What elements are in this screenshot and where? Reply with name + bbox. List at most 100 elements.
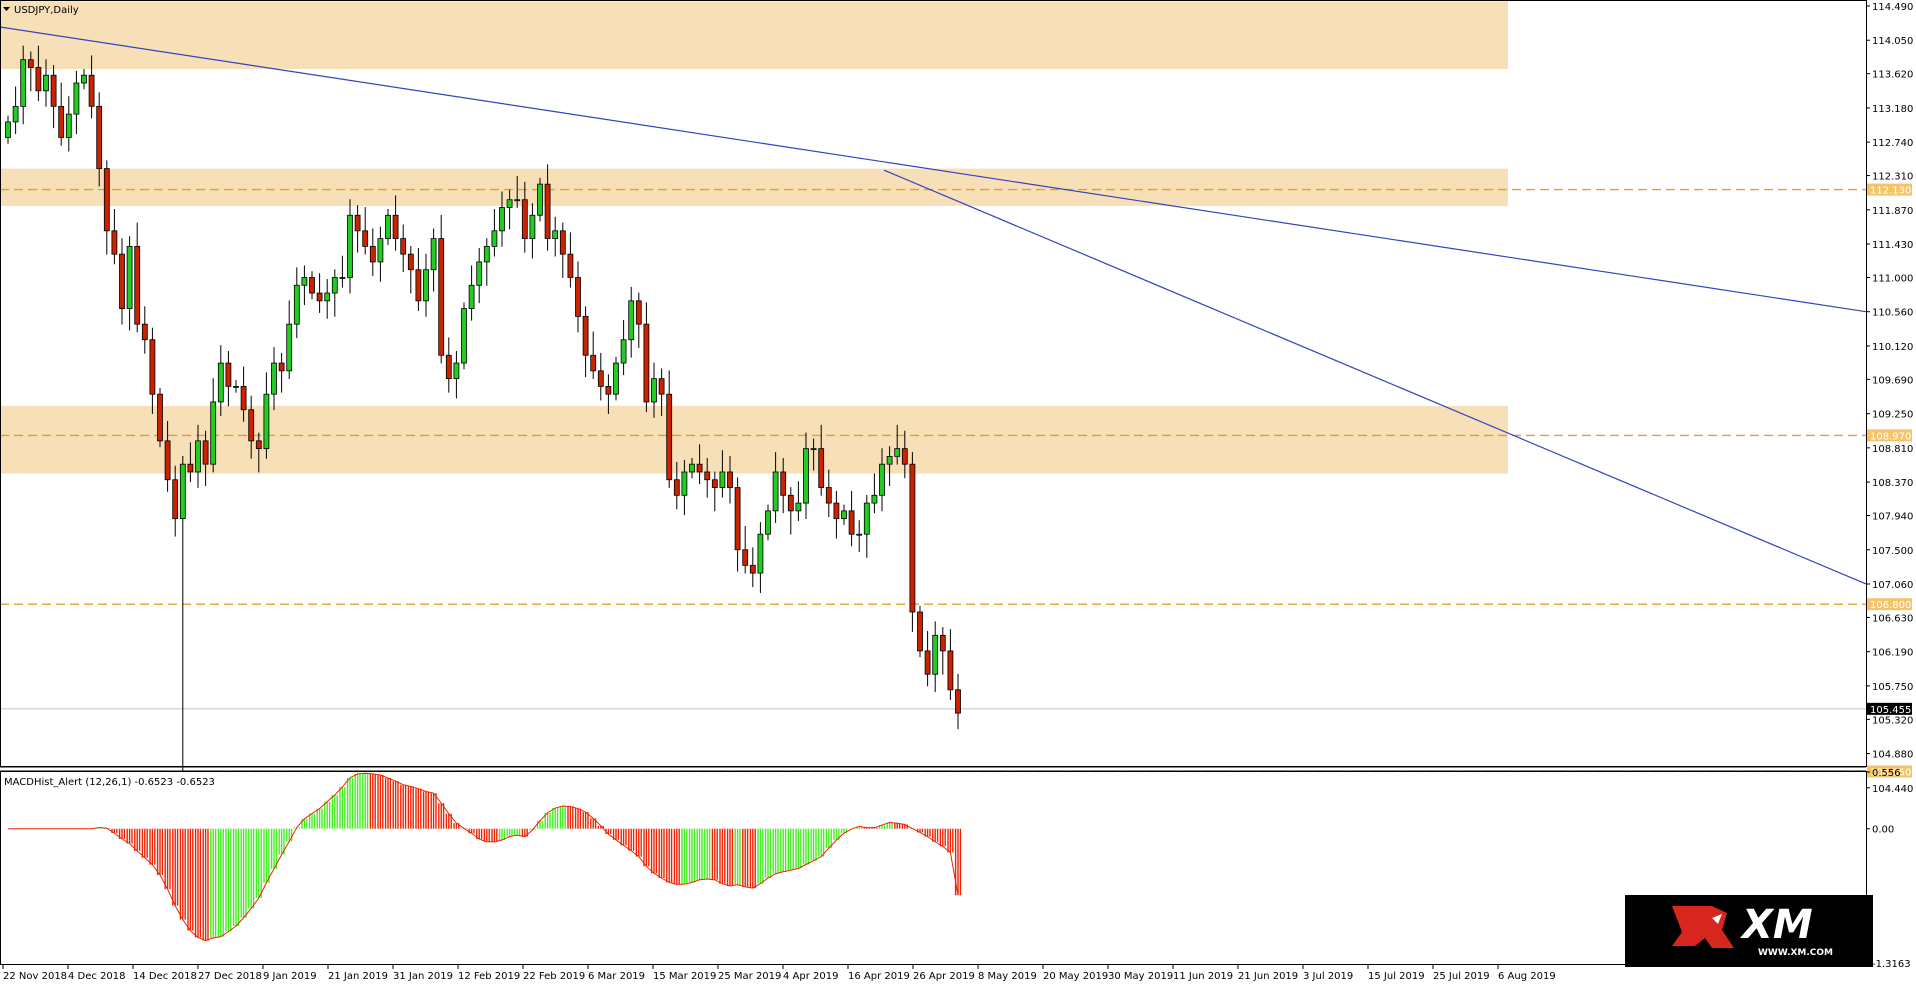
- candle: [407, 245, 414, 294]
- date-axis[interactable]: 22 Nov 2018 4 Dec 2018 14 Dec 2018 27 Dec 2…: [2, 964, 1556, 982]
- candle: [50, 65, 57, 129]
- candle: [331, 269, 338, 317]
- candle: [848, 491, 855, 547]
- macd-histogram: [8, 772, 962, 942]
- bull-candle-body: [894, 448, 901, 457]
- candle: [886, 446, 893, 486]
- bear-candle-body: [567, 253, 574, 278]
- candle: [354, 205, 361, 253]
- bear-candle-body: [445, 354, 452, 380]
- candle: [787, 487, 794, 535]
- candle: [255, 432, 262, 473]
- bull-candle-body: [628, 300, 635, 341]
- trendlines: [0, 26, 1867, 585]
- price-tick-label: 109.690: [1872, 375, 1913, 386]
- bear-candle-body: [240, 385, 247, 411]
- candle: [362, 207, 369, 255]
- bear-candle-body: [255, 440, 262, 450]
- date-tick-label: 25 Mar 2019: [718, 971, 781, 982]
- candle: [894, 424, 901, 465]
- bear-candle-body: [901, 448, 908, 465]
- candle: [179, 456, 186, 772]
- candle: [514, 175, 521, 208]
- bull-candle-body: [293, 284, 300, 325]
- candle: [217, 345, 224, 416]
- candle: [202, 430, 209, 486]
- bear-candle-body: [749, 564, 756, 574]
- candle: [803, 432, 809, 520]
- bull-candle-body: [514, 199, 521, 202]
- bear-candle-body: [635, 300, 642, 325]
- bull-candle-body: [126, 245, 133, 310]
- price-tick-label: 105.320: [1872, 715, 1913, 726]
- chart-title-text: USDJPY,Daily: [14, 5, 79, 16]
- price-tick-label: 111.430: [1872, 240, 1913, 251]
- candle: [12, 86, 19, 134]
- price-tick-label: 112.740: [1872, 138, 1913, 149]
- candle: [635, 292, 642, 348]
- price-tick-label: 107.940: [1872, 512, 1913, 523]
- bear-candle-body: [35, 67, 42, 92]
- bull-candle-body: [430, 238, 437, 271]
- bear-candle-body: [544, 183, 551, 239]
- candle: [818, 424, 825, 496]
- bull-candle-body: [537, 183, 543, 216]
- bear-candle-body: [521, 199, 528, 239]
- candle: [385, 209, 391, 245]
- bear-candle-body: [727, 471, 733, 488]
- level-badge-label: 104.650: [1870, 767, 1911, 778]
- price-axis[interactable]: 114.490 114.050 113.620 113.180 112.740 112.3…: [1866, 2, 1913, 795]
- bear-candle-body: [909, 463, 916, 613]
- bear-candle-body: [780, 471, 787, 496]
- date-tick-label: 4 Apr 2019: [783, 971, 838, 982]
- bull-candle-body: [43, 74, 49, 92]
- candle: [225, 351, 232, 407]
- candle: [833, 491, 840, 539]
- price-tick-label: 111.000: [1872, 273, 1913, 284]
- candle: [947, 629, 954, 700]
- candle: [240, 366, 247, 422]
- bear-candle-body: [164, 440, 171, 481]
- bear-candle-body: [88, 74, 95, 107]
- date-tick-label: 8 May 2019: [978, 971, 1037, 982]
- bear-candle-body: [58, 105, 65, 138]
- candle: [88, 55, 95, 119]
- candle: [879, 448, 885, 512]
- price-tick-label: 106.630: [1872, 613, 1913, 624]
- bear-candle-body: [316, 292, 323, 302]
- date-tick-label: 16 Apr 2019: [848, 971, 910, 982]
- candle: [339, 255, 346, 288]
- candle: [27, 51, 34, 92]
- candle: [628, 286, 635, 358]
- date-tick-label: 6 Mar 2019: [588, 971, 645, 982]
- bear-candle-body: [742, 549, 749, 566]
- candle: [347, 199, 353, 294]
- candle: [772, 452, 779, 523]
- bear-candle-body: [149, 339, 156, 395]
- zone-rect: [0, 168, 1508, 206]
- bear-candle-body: [278, 362, 285, 372]
- bull-candle-body: [552, 230, 559, 239]
- candle: [795, 481, 802, 521]
- candle: [559, 222, 566, 278]
- candle: [430, 228, 437, 292]
- logo-background: [1625, 895, 1873, 967]
- candle: [392, 195, 399, 251]
- candle: [164, 421, 171, 492]
- logo-brand: XM: [1739, 902, 1813, 948]
- candle: [749, 547, 756, 588]
- bull-candle-body: [263, 393, 270, 450]
- candle: [575, 261, 581, 333]
- candle: [651, 362, 657, 418]
- date-tick-label: 27 Dec 2018: [198, 971, 262, 982]
- xm-bull-horn: [1712, 914, 1722, 924]
- candle: [552, 216, 559, 257]
- trendline: [883, 169, 1867, 585]
- bull-candle-body: [620, 339, 627, 364]
- candle: [96, 92, 103, 187]
- candle: [195, 424, 201, 488]
- bear-candle-body: [559, 230, 566, 255]
- bull-candle-body: [689, 463, 695, 473]
